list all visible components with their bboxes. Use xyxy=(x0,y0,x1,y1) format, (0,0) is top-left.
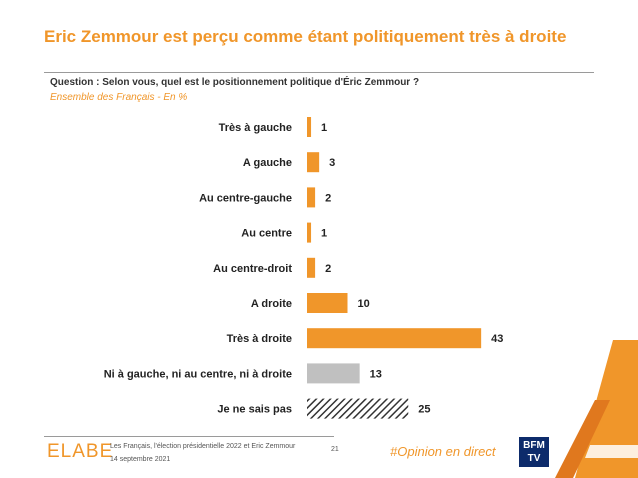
title-divider xyxy=(44,72,594,73)
survey-population: Ensemble des Français - En % xyxy=(50,92,188,103)
data-label: 3 xyxy=(329,157,335,169)
category-label: A gauche xyxy=(243,157,292,169)
data-label: 25 xyxy=(418,404,430,416)
category-label: Très à gauche xyxy=(219,122,292,134)
data-label: 43 xyxy=(491,333,503,345)
bar-chart: Très à gauche 1 A gauche 3 Au centre-gauche 2… xyxy=(104,117,503,419)
category-label: Ni à gauche, ni au centre, ni à droite xyxy=(104,368,292,380)
footer-date: 14 septembre 2021 xyxy=(110,456,171,463)
data-label: 2 xyxy=(325,192,331,204)
data-label: 2 xyxy=(325,263,331,275)
footer-divider xyxy=(44,436,334,437)
data-label: 1 xyxy=(321,122,327,134)
bar xyxy=(307,398,409,419)
bfmtv-logo: BFM TV xyxy=(519,437,549,467)
page-number: 21 xyxy=(331,446,339,453)
bar xyxy=(307,363,360,384)
data-label: 10 xyxy=(358,298,370,310)
category-label: Au centre xyxy=(241,228,292,240)
bar xyxy=(307,328,482,349)
hashtag-text: #Opinion en direct xyxy=(390,444,496,459)
category-label: Au centre-gauche xyxy=(199,192,292,204)
survey-question: Question : Selon vous, quel est le posit… xyxy=(50,77,420,88)
bar xyxy=(307,117,312,137)
category-label: Je ne sais pas xyxy=(217,404,292,416)
category-label: Très à droite xyxy=(227,333,292,345)
bar xyxy=(307,293,348,313)
page-title: Eric Zemmour est perçu comme étant polit… xyxy=(44,27,567,46)
bar xyxy=(307,152,320,173)
category-label: A droite xyxy=(251,298,292,310)
bar xyxy=(307,187,316,208)
category-label: Au centre-droit xyxy=(213,263,292,275)
bar xyxy=(307,257,316,278)
footer-source: Les Français, l'élection présidentielle … xyxy=(110,443,296,450)
elabe-logo: ELABE xyxy=(47,441,114,462)
data-label: 13 xyxy=(370,368,382,380)
data-label: 1 xyxy=(321,228,327,240)
decorative-a-shape xyxy=(555,340,638,478)
bar xyxy=(307,222,312,243)
